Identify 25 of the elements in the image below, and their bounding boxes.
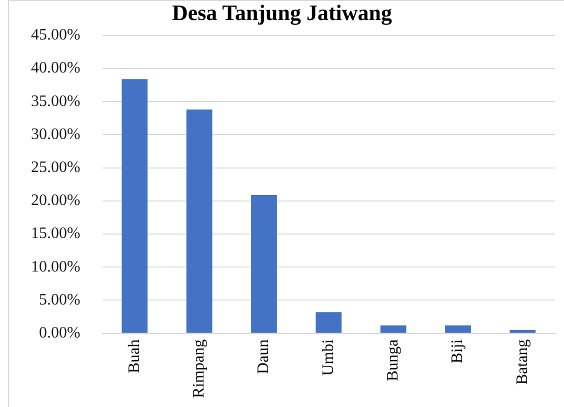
y-tick-label: 45.00% [31, 26, 80, 44]
bar [510, 330, 536, 333]
bar [251, 194, 277, 333]
y-tick-label: 0.00% [39, 324, 80, 342]
x-tick-label: Rimpang [190, 339, 208, 398]
y-tick-label: 10.00% [31, 258, 80, 276]
bar [122, 79, 148, 333]
x-tick-label: Umbi [320, 338, 337, 376]
x-tick-label: Biji [449, 338, 466, 364]
bar [186, 110, 212, 333]
bar [380, 325, 406, 333]
y-tick-label: 25.00% [31, 159, 80, 176]
x-tick-label: Bunga [384, 339, 402, 382]
y-tick-label: 20.00% [31, 192, 80, 210]
y-tick-label: 5.00% [39, 291, 80, 308]
bar [445, 325, 471, 333]
y-tick-label: 15.00% [31, 225, 80, 242]
x-tick-label: Buah [126, 339, 143, 374]
bar [316, 312, 342, 333]
y-tick-label: 35.00% [31, 92, 80, 110]
y-tick-label: 40.00% [31, 60, 80, 77]
x-tick-label: Batang [514, 339, 531, 385]
chart-title: Desa Tanjung Jatiwang [172, 0, 392, 25]
x-tick-label: Daun [255, 339, 272, 374]
y-tick-label: 30.00% [31, 126, 80, 143]
